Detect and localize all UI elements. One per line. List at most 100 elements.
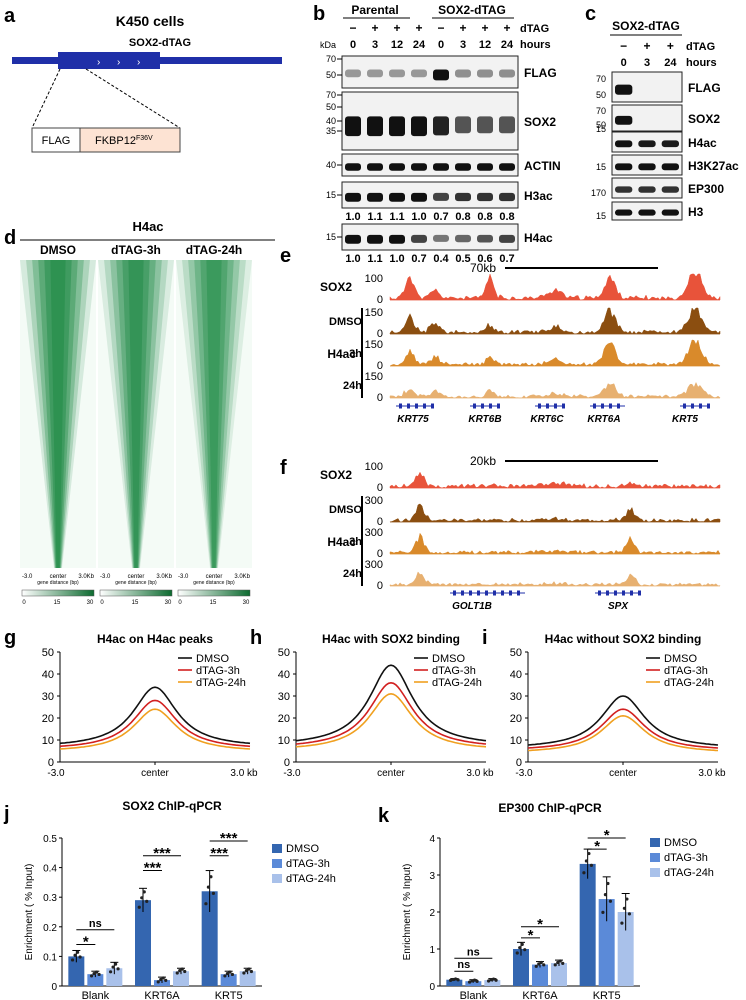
significance-label: * — [537, 916, 543, 933]
data-point — [584, 859, 589, 863]
data-point — [247, 967, 251, 971]
legend-swatch — [272, 874, 282, 883]
category-label: KRT6A — [144, 990, 180, 1000]
track-zero-tick: 0 — [377, 580, 383, 592]
blot-flag-band — [499, 69, 515, 78]
blot-h3ac-band — [455, 192, 471, 202]
heatmap-axis-mid: center — [50, 574, 67, 580]
color-scale-tick: 0 — [22, 600, 26, 606]
quant-value: 0.8 — [499, 211, 514, 223]
legend-label: DMSO — [664, 837, 697, 849]
exon-box — [58, 52, 160, 69]
blot-h3ac-band — [389, 192, 405, 202]
bar-dtag-3h — [87, 974, 104, 986]
heatmap-signal — [182, 260, 246, 568]
blot-c-h4ac-band — [661, 140, 679, 148]
gene-exon — [538, 403, 541, 409]
dtag-sign: + — [667, 39, 674, 53]
panel-f: f 20kb SOX21000DMSO30003h300024h3000H4ac… — [280, 454, 721, 612]
scalebar-label-f: 20kb — [470, 454, 496, 468]
data-point — [230, 972, 235, 977]
blot-actin-band — [477, 163, 493, 171]
data-point — [249, 969, 254, 974]
category-label: Blank — [460, 990, 488, 1000]
hours-value: 0 — [350, 39, 356, 51]
gene-exon — [630, 590, 633, 596]
track-label: 3h — [349, 348, 362, 360]
data-point — [472, 978, 477, 982]
gene-exon — [431, 403, 434, 409]
track-max-tick: 300 — [365, 495, 383, 507]
panel-letter-i: i — [482, 627, 488, 649]
track-max-tick: 100 — [365, 461, 383, 473]
blot-label: SOX2 — [688, 112, 720, 126]
quant-value: 1.0 — [389, 253, 404, 265]
heatmap-signal — [176, 260, 252, 568]
category-label: KRT6A — [522, 990, 558, 1000]
blot-flag-band — [367, 69, 383, 78]
y-tick-label: 0 — [284, 757, 290, 769]
track-label: 24h — [343, 380, 362, 392]
hours-value: 0 — [621, 57, 627, 69]
h4ac-group-label: H4ac — [327, 535, 356, 549]
data-point — [622, 906, 627, 910]
blot-c-sox2-band — [615, 115, 633, 125]
gene-exon — [622, 590, 625, 596]
data-point — [94, 970, 99, 974]
heatmap-signal — [50, 260, 66, 568]
blot-c-ep300-band — [615, 186, 633, 193]
gene-label: GOLT1B — [452, 601, 492, 612]
data-point — [587, 851, 591, 856]
blot-actin-band — [433, 163, 449, 171]
blot-flag-band — [411, 69, 427, 78]
panel-a-title: K450 cells — [116, 13, 185, 29]
data-point — [113, 962, 118, 966]
quant-value: 1.1 — [367, 253, 382, 265]
gene-label: KRT6A — [587, 414, 620, 425]
data-point — [97, 972, 101, 977]
hours-value: 24 — [664, 57, 677, 69]
track-zero-tick: 0 — [377, 548, 383, 560]
color-scale-tick: 0 — [178, 600, 182, 606]
gene-exon — [593, 403, 596, 409]
gene-exon — [477, 590, 480, 596]
data-point — [89, 974, 94, 978]
legend-swatch — [650, 853, 660, 862]
y-tick-label: 50 — [42, 647, 54, 659]
category-label: KRT5 — [215, 990, 243, 1000]
flag-box — [31, 127, 81, 153]
data-point — [159, 977, 163, 982]
track-label: 24h — [343, 568, 362, 580]
kda-marker: 15 — [326, 232, 336, 242]
hours-label: hours — [520, 39, 551, 51]
hours-value: 3 — [372, 39, 378, 51]
dtag-label-c: dTAG — [686, 41, 715, 53]
blot-sox2-band — [499, 116, 515, 134]
heatmap-title: H4ac — [132, 219, 163, 234]
heatmap-signal — [206, 260, 222, 568]
data-point — [601, 910, 605, 914]
x-tick-label: 3.0 kb — [466, 768, 494, 779]
track-signal-dmso — [389, 307, 721, 335]
gene-exon — [598, 590, 601, 596]
heatmap-signal — [194, 260, 234, 568]
panel-letter-f: f — [280, 457, 287, 479]
track-zero-tick: 0 — [377, 360, 383, 372]
heatmap-axis-caption: gene distance (bp) — [37, 580, 79, 586]
y-tick-label: 50 — [510, 647, 522, 659]
blot-h3ac-band — [433, 192, 449, 201]
chevron-icon: › — [117, 57, 120, 68]
y-tick-label: 1 — [429, 945, 435, 956]
gene-exon — [617, 403, 620, 409]
gene-exon — [469, 590, 472, 596]
track-zero-tick: 0 — [377, 392, 383, 404]
bar-dmso — [579, 863, 596, 986]
heatmap-axis-right: 3.0Kb — [78, 574, 94, 580]
heatmap-bg — [176, 260, 252, 568]
bar-dmso — [513, 949, 529, 986]
bar-dtag-3h — [465, 981, 482, 986]
blot-sox2-band — [477, 116, 493, 134]
track-signal-24h — [389, 571, 721, 587]
color-scale — [177, 589, 251, 597]
panel-letter-k: k — [378, 805, 390, 827]
